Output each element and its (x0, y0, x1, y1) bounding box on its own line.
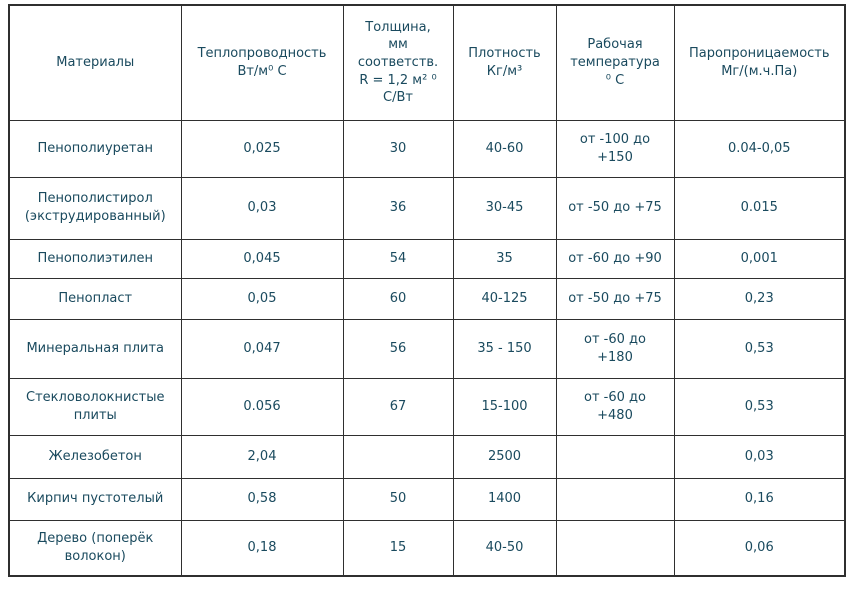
thermal-conductivity-cell: 2,04 (180, 434, 344, 479)
header-thermal-conductivity: Теплопроводность Вт/м⁰ С (180, 4, 344, 121)
material-name-cell: Железобетон (8, 434, 182, 479)
working-temperature-cell (555, 519, 675, 577)
vapor-permeability-cell: 0,53 (673, 377, 846, 436)
header-materials: Материалы (8, 4, 182, 121)
vapor-permeability-cell: 0,06 (673, 519, 846, 577)
density-cell: 1400 (452, 477, 557, 521)
thickness-cell: 36 (342, 176, 454, 240)
vapor-permeability-cell: 0,53 (673, 318, 846, 379)
thermal-conductivity-cell: 0,03 (180, 176, 344, 240)
vapor-permeability-cell: 0,03 (673, 434, 846, 479)
table-row: Пенополиэтилен 0,045 54 35 от -60 до +90… (8, 238, 846, 279)
working-temperature-cell: от -60 до +180 (555, 318, 675, 379)
density-cell: 35 (452, 238, 557, 279)
material-name-cell: Стекловолокнистые плиты (8, 377, 182, 436)
working-temperature-cell: от -50 до +75 (555, 176, 675, 240)
materials-table: Материалы Теплопроводность Вт/м⁰ С Толщи… (8, 4, 846, 577)
material-name-cell: Пенополистирол (экструдированный) (8, 176, 182, 240)
density-cell: 15-100 (452, 377, 557, 436)
header-thickness: Толщина, мм соответств. R = 1,2 м² ⁰ С/В… (342, 4, 454, 121)
density-cell: 40-50 (452, 519, 557, 577)
table-row: Пенополиуретан 0,025 30 40-60 от -100 до… (8, 119, 846, 178)
thickness-cell (342, 434, 454, 479)
working-temperature-cell (555, 434, 675, 479)
table-row: Стекловолокнистые плиты 0.056 67 15-100 … (8, 377, 846, 436)
material-name-cell: Пенопласт (8, 277, 182, 320)
header-density: Плотность Кг/м³ (452, 4, 557, 121)
density-cell: 40-60 (452, 119, 557, 178)
table-row: Пенополистирол (экструдированный) 0,03 3… (8, 176, 846, 240)
thickness-cell: 30 (342, 119, 454, 178)
header-row: Материалы Теплопроводность Вт/м⁰ С Толщи… (8, 4, 846, 121)
vapor-permeability-cell: 0,16 (673, 477, 846, 521)
thickness-cell: 15 (342, 519, 454, 577)
vapor-permeability-cell: 0.015 (673, 176, 846, 240)
thickness-cell: 67 (342, 377, 454, 436)
density-cell: 2500 (452, 434, 557, 479)
working-temperature-cell (555, 477, 675, 521)
material-name-cell: Кирпич пустотелый (8, 477, 182, 521)
thermal-conductivity-cell: 0,045 (180, 238, 344, 279)
table-header: Материалы Теплопроводность Вт/м⁰ С Толщи… (8, 4, 846, 121)
thickness-cell: 50 (342, 477, 454, 521)
thermal-conductivity-cell: 0,18 (180, 519, 344, 577)
thermal-conductivity-cell: 0,58 (180, 477, 344, 521)
vapor-permeability-cell: 0,001 (673, 238, 846, 279)
density-cell: 35 - 150 (452, 318, 557, 379)
thermal-conductivity-cell: 0,025 (180, 119, 344, 178)
material-name-cell: Минеральная плита (8, 318, 182, 379)
table-row: Железобетон 2,04 2500 0,03 (8, 434, 846, 479)
working-temperature-cell: от -60 до +480 (555, 377, 675, 436)
thickness-cell: 56 (342, 318, 454, 379)
working-temperature-cell: от -60 до +90 (555, 238, 675, 279)
material-name-cell: Дерево (поперёк волокон) (8, 519, 182, 577)
vapor-permeability-cell: 0,23 (673, 277, 846, 320)
thermal-conductivity-cell: 0,05 (180, 277, 344, 320)
working-temperature-cell: от -100 до +150 (555, 119, 675, 178)
table-row: Минеральная плита 0,047 56 35 - 150 от -… (8, 318, 846, 379)
thickness-cell: 60 (342, 277, 454, 320)
thermal-conductivity-cell: 0,047 (180, 318, 344, 379)
table-body: Пенополиуретан 0,025 30 40-60 от -100 до… (8, 119, 846, 577)
vapor-permeability-cell: 0.04-0,05 (673, 119, 846, 178)
density-cell: 40-125 (452, 277, 557, 320)
material-name-cell: Пенополиуретан (8, 119, 182, 178)
header-vapor-permeability: Паропроницаемость Мг/(м.ч.Па) (673, 4, 846, 121)
material-name-cell: Пенополиэтилен (8, 238, 182, 279)
table-row: Дерево (поперёк волокон) 0,18 15 40-50 0… (8, 519, 846, 577)
thickness-cell: 54 (342, 238, 454, 279)
header-working-temperature: Рабочая температура ⁰ С (555, 4, 675, 121)
thermal-conductivity-cell: 0.056 (180, 377, 344, 436)
table-row: Кирпич пустотелый 0,58 50 1400 0,16 (8, 477, 846, 521)
table-row: Пенопласт 0,05 60 40-125 от -50 до +75 0… (8, 277, 846, 320)
density-cell: 30-45 (452, 176, 557, 240)
working-temperature-cell: от -50 до +75 (555, 277, 675, 320)
